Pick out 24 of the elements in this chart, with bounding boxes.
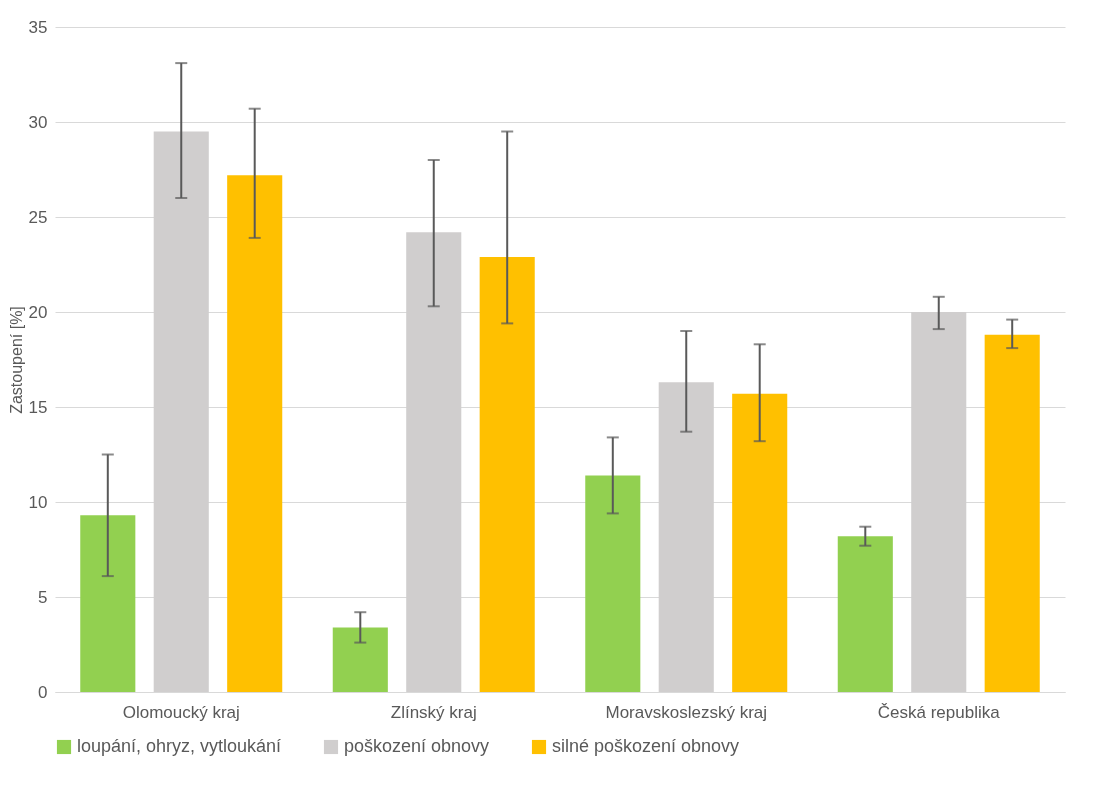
bar [837,536,893,692]
x-tick-label: Moravskoslezský kraj [605,702,768,722]
y-tick-label: 30 [28,112,48,132]
bar [732,393,788,692]
y-tick-label: 35 [28,17,48,37]
y-tick-label: 5 [38,587,48,607]
bar [80,515,136,692]
bar [332,627,388,692]
y-tick-label: 10 [28,492,48,512]
y-tick-label: 25 [28,207,48,227]
y-tick-label: 15 [28,397,48,417]
x-tick-label: Olomoucký kraj [122,702,240,722]
bar [585,475,641,692]
bar [479,256,535,692]
x-tick-label: Zlínský kraj [390,702,477,722]
legend-label: poškození obnovy [344,736,490,756]
bar [984,334,1040,692]
legend-label: loupání, ohryz, vytloukání [77,736,282,756]
y-axis-title: Zastoupení [%] [7,306,25,414]
bar [227,175,283,692]
legend-label: silné poškození obnovy [552,736,740,756]
y-tick-label: 0 [38,682,48,702]
x-tick-label: Česká republika [877,702,1001,722]
y-tick-label: 20 [28,302,48,322]
